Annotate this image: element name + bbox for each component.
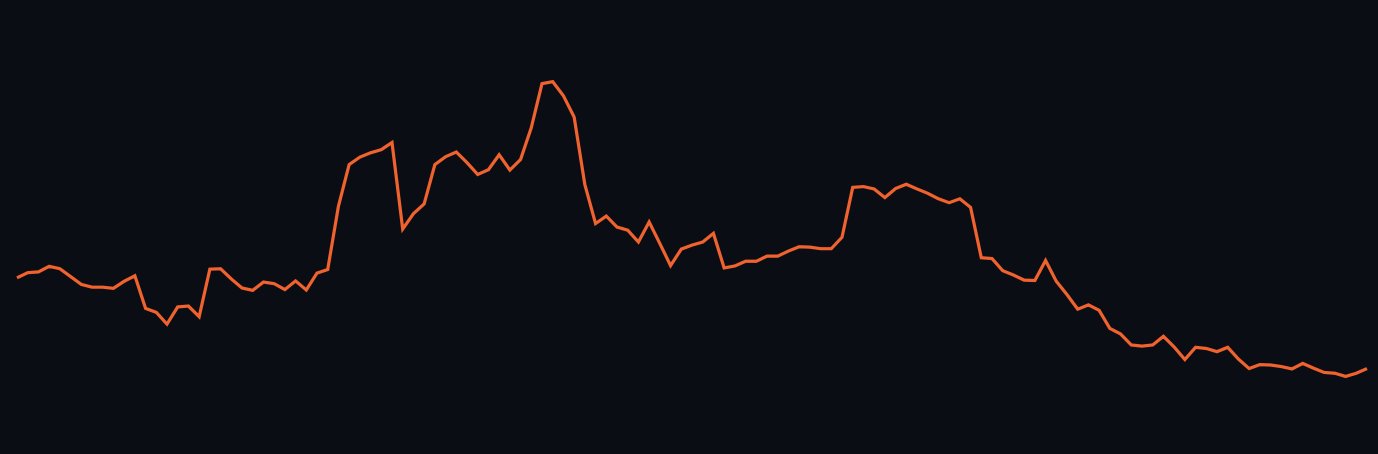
series-layer <box>16 79 1368 379</box>
series-line-1 <box>16 79 1368 379</box>
